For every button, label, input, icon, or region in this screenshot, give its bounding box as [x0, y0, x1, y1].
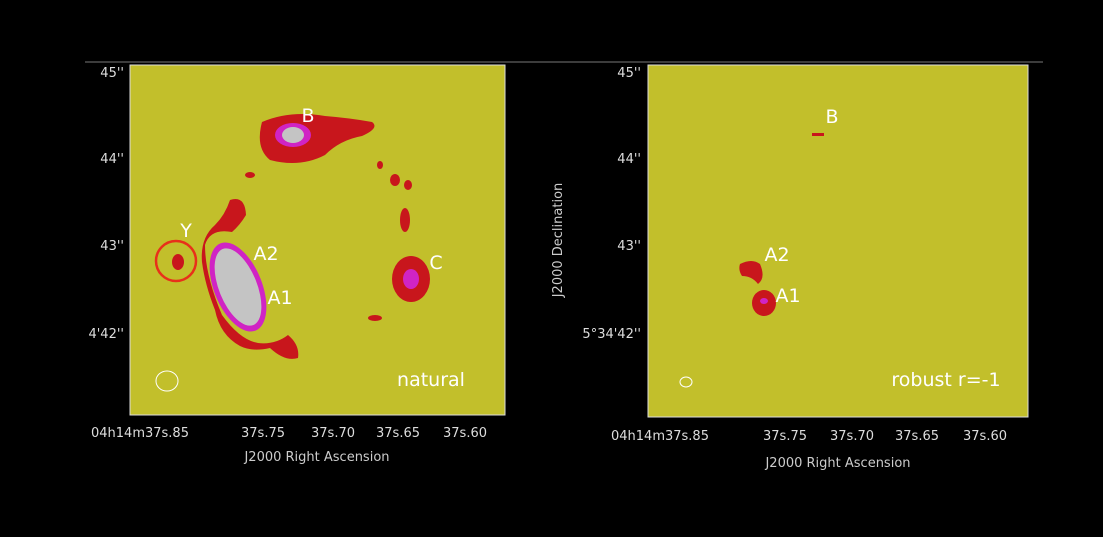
y-tick-label: 45'': [100, 66, 124, 81]
left-map: [129, 64, 506, 416]
highlight-circle: [154, 239, 198, 283]
beam: [155, 370, 179, 392]
source-label: A2: [253, 243, 278, 265]
source-label: A2: [764, 244, 789, 266]
map-frame: [647, 64, 1029, 418]
source-label: C: [429, 252, 442, 274]
x-axis-label: J2000 Right Ascension: [764, 456, 910, 471]
x-tick-label: 37s.65: [895, 429, 939, 444]
x-tick-label: 37s.65: [376, 426, 420, 441]
x-tick-label: 37s.60: [443, 426, 487, 441]
x-tick-label: 37s.75: [763, 429, 807, 444]
x-tick-label: 04h14m37s.85: [611, 429, 709, 444]
y-tick-label: 45'': [617, 66, 641, 81]
x-axis-label: J2000 Right Ascension: [243, 450, 389, 465]
x-tick-label: 37s.70: [311, 426, 355, 441]
blob-a1-core: [760, 298, 768, 304]
map-background: [648, 65, 1028, 417]
blob-c-core: [403, 269, 419, 289]
y-tick-label: 43'': [617, 239, 641, 254]
map-frame: [129, 64, 506, 416]
blob-b: [812, 133, 824, 136]
y-tick-label: 44'': [100, 152, 124, 167]
x-tick-label: 04h14m37s.85: [91, 426, 189, 441]
x-tick-label: 37s.70: [830, 429, 874, 444]
x-tick-label: 37s.75: [241, 426, 285, 441]
source-label: B: [301, 105, 314, 127]
texts: 45'' 44'' 43'' 4'42'' 04h14m37s.85 37s.75 37s.…: [88, 66, 1007, 471]
source-label: A1: [775, 285, 800, 307]
arc-knots: [172, 161, 412, 321]
blob-a-peak: [214, 248, 262, 326]
y-tick-label: 4'42'': [88, 327, 124, 342]
beam: [679, 376, 693, 388]
y-tick-label: 44'': [617, 152, 641, 167]
y-tick-label: 43'': [100, 239, 124, 254]
blob-a2: [739, 261, 763, 284]
source-label: A1: [267, 287, 292, 309]
source-label: B: [825, 106, 838, 128]
y-axis-label: J2000 Declination: [551, 183, 566, 299]
right-map: [647, 64, 1029, 418]
blob-a: [201, 199, 299, 359]
y-tick-label: 5°34'42'': [582, 327, 641, 342]
blob-b-peak: [282, 127, 304, 143]
weighting-label: natural: [397, 369, 465, 391]
source-label: Y: [179, 220, 192, 242]
x-tick-label: 37s.60: [963, 429, 1007, 444]
weighting-label: robust r=-1: [891, 369, 1000, 391]
